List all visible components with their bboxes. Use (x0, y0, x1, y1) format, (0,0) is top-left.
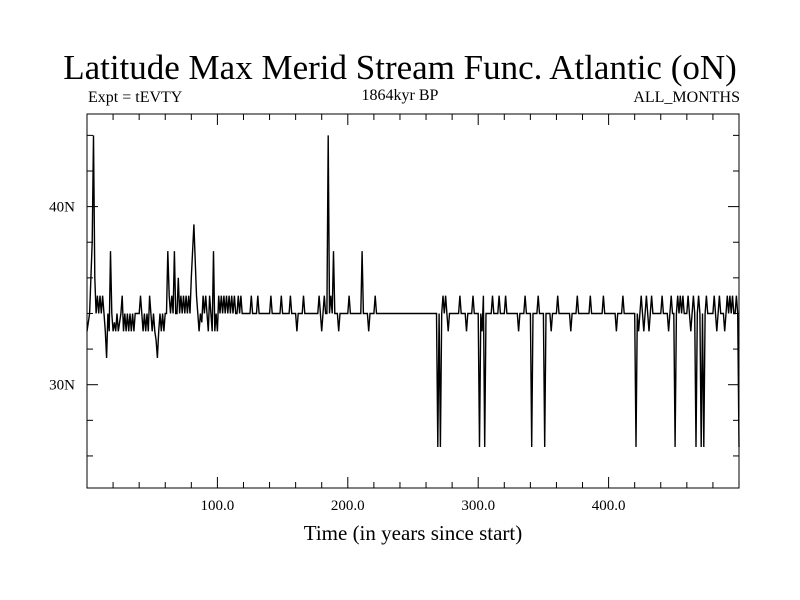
x-tick-label: 100.0 (201, 498, 235, 514)
period-label: 1864kyr BP (361, 87, 439, 104)
months-label: ALL_MONTHS (633, 89, 740, 106)
y-tick-label: 30N (49, 378, 75, 394)
plot-frame (86, 113, 740, 489)
y-tick-label: 40N (49, 200, 75, 216)
axis-tick-labels: 100.0 200.0 300.0 400.0 30N 40N (49, 200, 625, 514)
axis-ticks (86, 114, 740, 488)
x-tick-label: 400.0 (592, 498, 626, 514)
series-line (86, 135, 740, 448)
experiment-label: Expt = tEVTY (88, 89, 183, 106)
x-axis-label: Time (in years since start) (304, 521, 523, 545)
chart-title: Latitude Max Merid Stream Func. Atlantic… (63, 48, 737, 87)
x-tick-label: 300.0 (461, 498, 495, 514)
x-tick-label: 200.0 (331, 498, 365, 514)
